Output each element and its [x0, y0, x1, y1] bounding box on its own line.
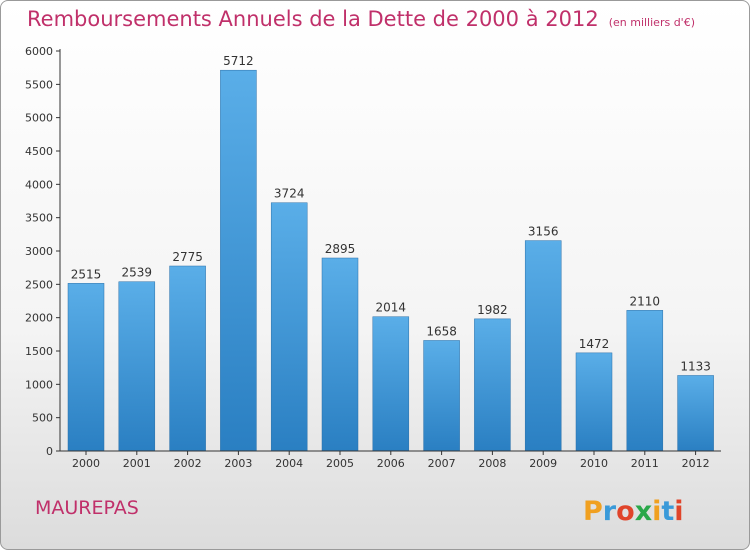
x-tick-label: 2001 [123, 457, 151, 470]
bar [626, 310, 664, 452]
x-tick-label: 2002 [174, 457, 202, 470]
x-tick-label: 2008 [478, 457, 506, 470]
y-tick-label: 2500 [25, 278, 53, 291]
bar-value-label: 5712 [223, 54, 254, 68]
x-tick-label: 2011 [631, 457, 659, 470]
x-tick-label: 2007 [428, 457, 456, 470]
bar [220, 69, 257, 452]
y-tick-label: 6000 [25, 45, 53, 58]
y-tick-label: 5500 [25, 78, 53, 91]
bar [67, 283, 105, 452]
bar-value-label: 2775 [172, 250, 203, 264]
bar-value-label: 1133 [680, 359, 711, 373]
y-tick-label: 5000 [25, 112, 53, 125]
bars-group: 2515 2539 2775 5712 3724 2895 2014 1658 1982 3156… [67, 54, 714, 452]
commune-name: MAUREPAS [35, 497, 139, 519]
x-tick-label: 2010 [580, 457, 608, 470]
bar [372, 316, 410, 452]
bar [270, 202, 308, 452]
x-tick-label: 2003 [224, 457, 252, 470]
y-tick-label: 1500 [25, 345, 53, 358]
bar-value-label: 2515 [71, 267, 102, 281]
y-tick-label: 4500 [25, 145, 53, 158]
x-tick-label: 2009 [529, 457, 557, 470]
x-tick-label: 2006 [377, 457, 405, 470]
title-text: Remboursements Annuels de la Dette de 20… [27, 7, 599, 31]
proxiti-logo: Proxiti [583, 496, 684, 527]
svg-text:Proxiti: Proxiti [583, 496, 684, 527]
y-tick-label: 4000 [25, 178, 53, 191]
y-tick-label: 2000 [25, 312, 53, 325]
bar-value-label: 2895 [325, 242, 356, 256]
y-tick-label: 3500 [25, 212, 53, 225]
bar-value-label: 3156 [528, 225, 559, 239]
bar-value-label: 2014 [376, 301, 407, 315]
bar-value-label: 1472 [579, 337, 610, 351]
x-tick-label: 2000 [72, 457, 100, 470]
bar-value-label: 1658 [426, 324, 457, 338]
bar [169, 265, 206, 452]
y-tick-label: 1000 [25, 378, 53, 391]
bar-value-label: 3724 [274, 187, 305, 201]
bar [524, 240, 562, 452]
y-tick-label: 3000 [25, 245, 53, 258]
bar [423, 340, 460, 452]
y-tick-label: 500 [32, 412, 53, 425]
axes-group: 0 500 1000 1500 2000 2500 3000 3500 4000 4500 5000… [25, 45, 721, 470]
bar-value-label: 2539 [122, 266, 153, 280]
x-tick-label: 2012 [682, 457, 710, 470]
bar [474, 318, 511, 452]
x-tick-label: 2005 [326, 457, 354, 470]
chart-title: Remboursements Annuels de la Dette de 20… [27, 7, 695, 31]
unit-note: (en milliers d'€) [608, 16, 695, 29]
bar-value-label: 2110 [630, 294, 661, 308]
bar [321, 257, 359, 452]
y-tick-label: 0 [46, 445, 53, 458]
x-tick-label: 2004 [275, 457, 303, 470]
bar-value-label: 1982 [477, 303, 508, 317]
bar [118, 281, 156, 452]
bar [677, 375, 714, 452]
bar [575, 352, 613, 452]
